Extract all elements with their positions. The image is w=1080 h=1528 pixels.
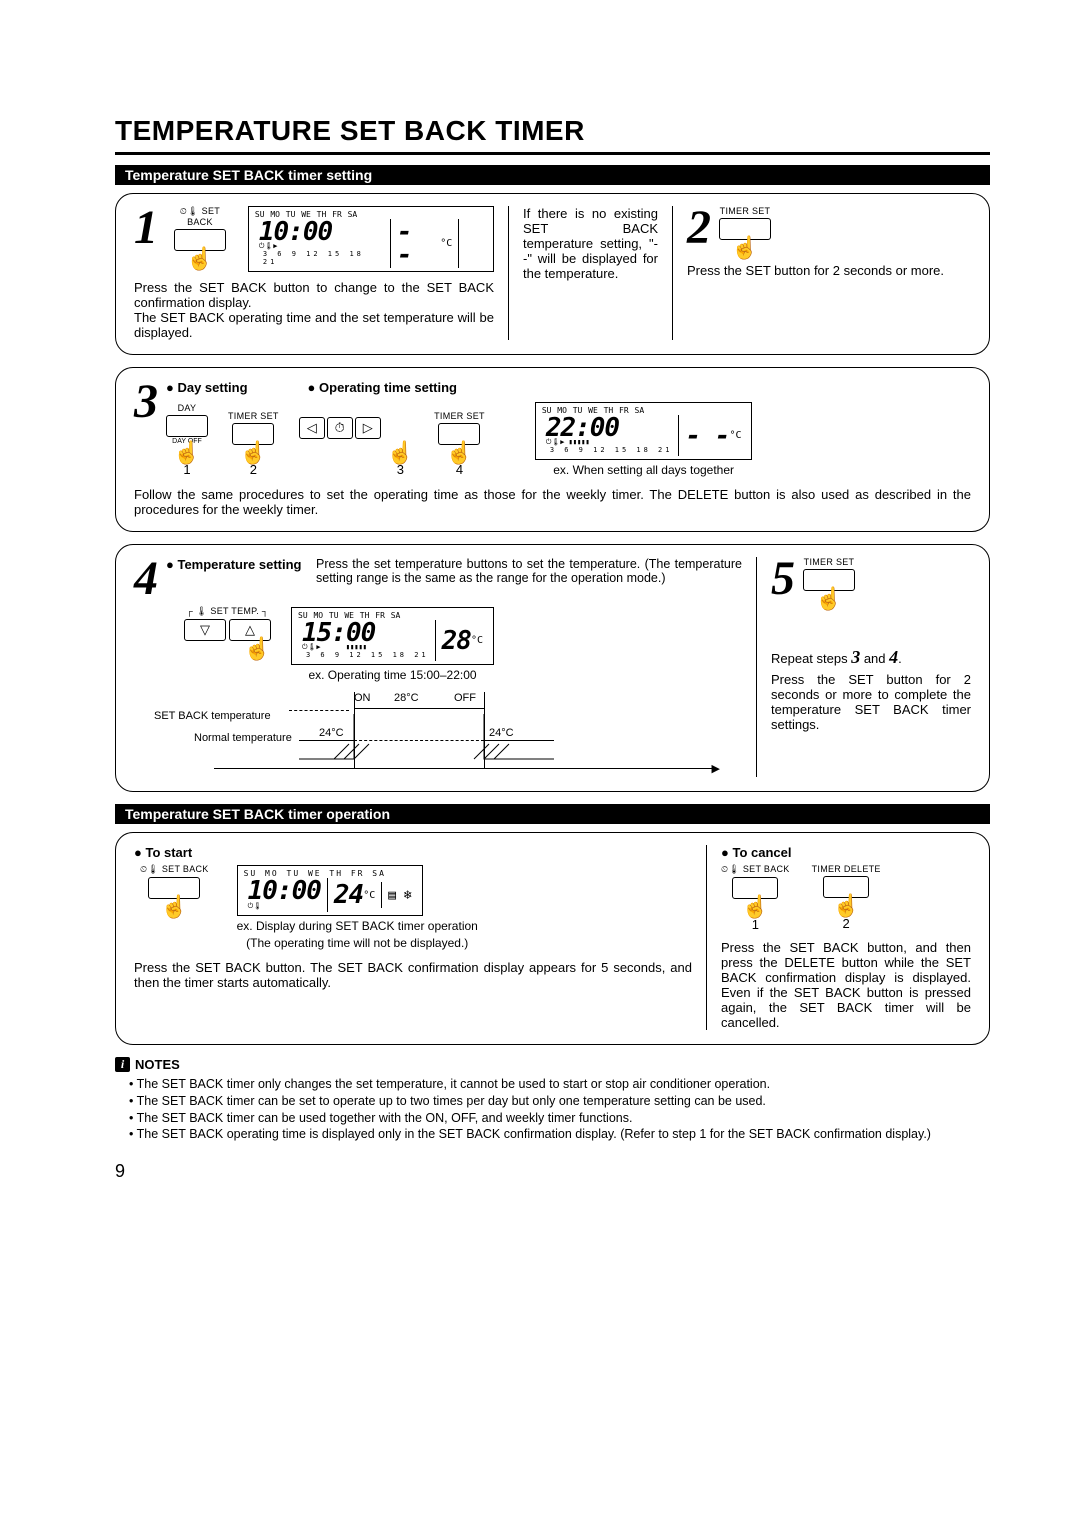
snow-icon: ❄ bbox=[404, 888, 412, 903]
head-to-cancel: To cancel bbox=[721, 845, 971, 860]
step-3-number: 3 bbox=[134, 380, 158, 477]
substep-2: 2 bbox=[843, 916, 850, 931]
step5-body: Repeat steps 3 and 4. bbox=[771, 647, 971, 668]
substep-3: 3 bbox=[397, 462, 404, 477]
step4-desc: Press the set temperature buttons to set… bbox=[316, 557, 742, 600]
step-4-number: 4 bbox=[134, 557, 158, 600]
op-start-ex1: ex. Display during SET BACK timer operat… bbox=[237, 919, 478, 933]
substep-1: 1 bbox=[752, 917, 759, 932]
timerset-label: TIMER SET bbox=[720, 206, 771, 216]
step-5-number: 5 bbox=[771, 557, 795, 606]
hand-icon: ☝ bbox=[161, 899, 188, 914]
op-cancel-body: Press the SET BACK button, and then pres… bbox=[721, 940, 971, 1030]
right-arrow-button[interactable]: ▷ bbox=[355, 417, 381, 439]
step-1-number: 1 bbox=[134, 206, 158, 272]
section-bar-operation: Temperature SET BACK timer operation bbox=[115, 804, 990, 824]
substep-2: 2 bbox=[250, 462, 257, 477]
page-title: TEMPERATURE SET BACK TIMER bbox=[115, 115, 990, 155]
step3-body: Follow the same procedures to set the op… bbox=[134, 487, 971, 517]
temp-down-button[interactable]: ▽ bbox=[184, 619, 226, 641]
hand-icon: ☝ bbox=[173, 445, 200, 460]
hand-icon: ☝ bbox=[387, 445, 414, 460]
box-step-4-5: 4 Temperature setting Press the set temp… bbox=[115, 544, 990, 792]
clock-button[interactable]: ⏱ bbox=[327, 417, 353, 439]
setback-label: ⏲🌡 SET BACK bbox=[721, 864, 790, 875]
note-item: The SET BACK timer can be set to operate… bbox=[129, 1093, 990, 1110]
step5-body2: Press the SET button for 2 seconds or mo… bbox=[771, 672, 971, 732]
timerset-label: TIMER SET bbox=[804, 557, 855, 567]
step4-ex: ex. Operating time 15:00–22:00 bbox=[291, 668, 494, 682]
box-step-1-2: 1 ⏲🌡 SET BACK ☝ SU MO TU WE TH FR SA 10:… bbox=[115, 193, 990, 355]
hand-icon: ☝ bbox=[742, 899, 769, 914]
substep-1: 1 bbox=[183, 462, 190, 477]
lcd-step3: SU MO TU WE TH FR SA 22:00 ⏻🌡▶ ▮▮▮▮▮ 3 6… bbox=[535, 402, 753, 460]
box-operation: To start ⏲🌡 SET BACK ☝ SU MO TU WE TH FR… bbox=[115, 832, 990, 1044]
timerset-label: TIMER SET bbox=[434, 411, 485, 421]
head-day: Day setting bbox=[166, 380, 248, 395]
step2-body: Press the SET button for 2 seconds or mo… bbox=[687, 263, 971, 278]
left-arrow-button[interactable]: ◁ bbox=[299, 417, 325, 439]
section-bar-setting: Temperature SET BACK timer setting bbox=[115, 165, 990, 185]
clock-thermo-icon: ⏲🌡 bbox=[180, 206, 199, 216]
lcd-step4: SU MO TU WE TH FR SA 15:00 ⏻🌡▶ ▮▮▮▮▮ 3 6… bbox=[291, 607, 494, 665]
op-start-body: Press the SET BACK button. The SET BACK … bbox=[134, 960, 692, 990]
day-label: DAY bbox=[178, 403, 197, 413]
note-item: The SET BACK timer can be used together … bbox=[129, 1110, 990, 1127]
info-icon: i bbox=[115, 1057, 130, 1072]
page-number: 9 bbox=[115, 1161, 990, 1182]
setback-label: ⏲🌡 SET BACK bbox=[166, 206, 234, 227]
hand-icon: ☝ bbox=[832, 898, 859, 913]
hand-icon: ☝ bbox=[815, 591, 842, 606]
notes-list: The SET BACK timer only changes the set … bbox=[115, 1076, 990, 1144]
timer-delete-label: TIMER DELETE bbox=[812, 864, 881, 874]
op-start-ex2: (The operating time will not be displaye… bbox=[237, 936, 478, 950]
step1-body: Press the SET BACK button to change to t… bbox=[134, 280, 494, 340]
notes-heading: i NOTES bbox=[115, 1057, 990, 1072]
head-temp-setting: Temperature setting bbox=[166, 557, 316, 572]
fan-icon: ▤ bbox=[388, 888, 396, 903]
day-button[interactable] bbox=[166, 415, 208, 437]
lcd-op-start: SU MO TU WE TH FR SA 10:00 ⏻🌡 24°C ▤ ❄ bbox=[237, 865, 423, 915]
step-2-number: 2 bbox=[687, 206, 711, 255]
temp-graph: ON 28°C OFF SET BACK temperature 24°C 24… bbox=[154, 692, 722, 777]
note-item: The SET BACK operating time is displayed… bbox=[129, 1126, 990, 1143]
lcd-step1: SU MO TU WE TH FR SA 10:00 ⏻🌡▶ 3 6 9 12 … bbox=[248, 206, 494, 272]
timerset-label: TIMER SET bbox=[228, 411, 279, 421]
substep-4: 4 bbox=[456, 462, 463, 477]
hand-icon: ☝ bbox=[184, 641, 271, 656]
hand-icon: ☝ bbox=[446, 445, 473, 460]
hand-icon: ☝ bbox=[240, 445, 267, 460]
head-optime: Operating time setting bbox=[308, 380, 457, 395]
hand-icon: ☝ bbox=[186, 251, 213, 266]
step1-note: If there is no existing SET BACK tempera… bbox=[523, 206, 658, 340]
hand-icon: ☝ bbox=[731, 240, 758, 255]
settemp-label: ┌ 🌡 SET TEMP. ┐ bbox=[184, 606, 271, 617]
note-item: The SET BACK timer only changes the set … bbox=[129, 1076, 990, 1093]
setback-label: ⏲🌡 SET BACK bbox=[140, 864, 209, 875]
step3-ex: ex. When setting all days together bbox=[535, 463, 753, 477]
head-to-start: To start bbox=[134, 845, 692, 860]
box-step-3: 3 Day setting Operating time setting DAY… bbox=[115, 367, 990, 532]
